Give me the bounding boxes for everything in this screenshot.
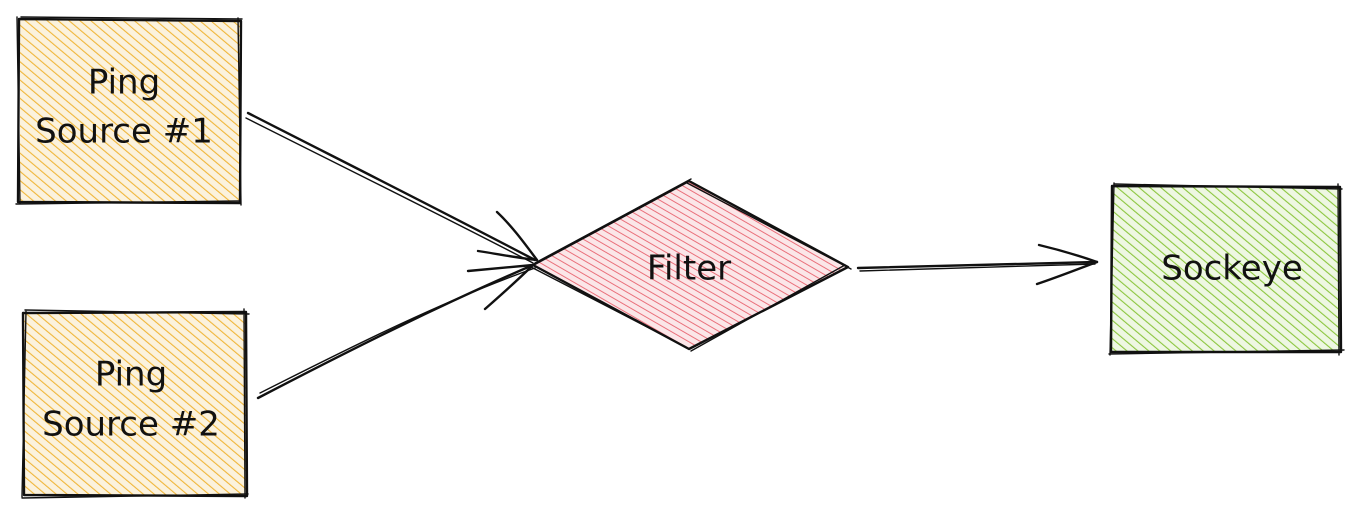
node-ping-source-2[interactable]: Ping Source #2 xyxy=(21,308,250,499)
filter-label: Filter xyxy=(647,249,731,289)
source2-label-line1: Ping xyxy=(95,355,167,395)
sockeye-label: Sockeye xyxy=(1161,249,1303,289)
arrow-source2-to-filter xyxy=(256,263,536,400)
source2-label-line2: Source #2 xyxy=(42,405,220,445)
source1-label-line2: Source #1 xyxy=(35,112,213,152)
node-ping-source-1[interactable]: Ping Source #1 xyxy=(15,16,243,206)
arrow-source1-to-filter xyxy=(245,111,539,264)
source1-label-line1: Ping xyxy=(88,63,160,103)
node-sockeye[interactable]: Sockeye xyxy=(1108,182,1345,356)
node-filter[interactable]: Filter xyxy=(530,178,852,352)
arrow-filter-to-sockeye xyxy=(856,243,1099,286)
